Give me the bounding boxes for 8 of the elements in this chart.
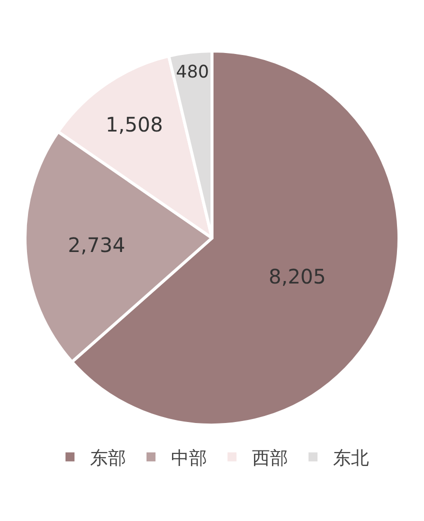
data-label: 2,734 — [68, 232, 126, 257]
legend-label: 东部 — [90, 448, 126, 469]
legend-label: 西部 — [252, 448, 288, 469]
data-label: 8,205 — [268, 264, 326, 288]
legend-label: 东北 — [333, 448, 369, 469]
data-label: 480 — [176, 62, 209, 83]
legend-label: 中部 — [171, 448, 207, 469]
data-label: 1,508 — [106, 112, 163, 136]
